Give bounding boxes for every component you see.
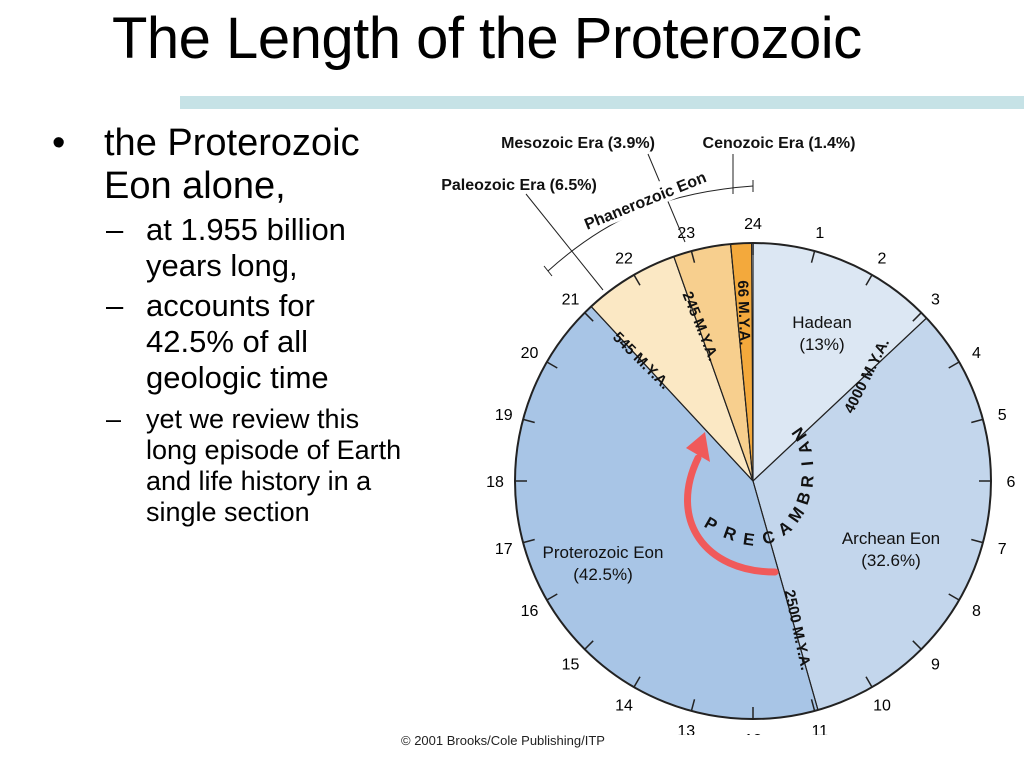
clock-tick xyxy=(633,676,641,688)
sub-bullet-text: accounts for 42.5% of all geologic time xyxy=(146,288,329,395)
dash-marker: – xyxy=(106,212,124,247)
clock-hour-label: 6 xyxy=(1007,474,1016,491)
precambrian-letter: A xyxy=(794,439,816,457)
clock-tick xyxy=(522,418,535,424)
clock-tick xyxy=(948,593,960,601)
boundary-label-66-m-y-a: 66 M.Y.A. xyxy=(734,280,753,346)
clock-tick xyxy=(690,699,696,712)
clock-hour-label: 21 xyxy=(562,292,580,309)
clock-tick xyxy=(865,274,873,286)
clock-hour-label: 20 xyxy=(521,345,539,362)
clock-hour-label: 19 xyxy=(495,407,513,424)
bullet-list: • the Proterozoic Eon alone, – at 1.955 … xyxy=(52,122,401,528)
boundary-line xyxy=(673,256,754,482)
clock-hour-label: 23 xyxy=(677,225,695,242)
clock-hour-label: 10 xyxy=(873,697,891,714)
time-arrow-head xyxy=(686,432,710,462)
clock-tick xyxy=(690,250,696,263)
boundary-line xyxy=(730,243,754,482)
precambrian-letter: R xyxy=(798,475,818,489)
sub-bullet-list: – at 1.955 billion years long, – account… xyxy=(52,212,401,528)
slice-percent-archean-eon: (32.6%) xyxy=(861,551,921,570)
clock-hour-label: 24 xyxy=(744,216,762,233)
slice-percent-proterozoic-eon: (42.5%) xyxy=(573,565,633,584)
clock-tick xyxy=(546,593,558,601)
clock-hour-label: 18 xyxy=(486,474,504,491)
clock-hour-label: 12 xyxy=(744,732,762,735)
clock-tick xyxy=(971,538,984,544)
precambrian-letter: I xyxy=(798,460,817,466)
dash-marker: – xyxy=(106,288,124,323)
dash-marker: – xyxy=(106,404,122,434)
clock-hour-label: 15 xyxy=(562,656,580,673)
precambrian-letter: B xyxy=(793,490,815,508)
era-label-paleozoic-era-6-5: Paleozoic Era (6.5%) xyxy=(441,177,597,194)
clock-hour-label: 16 xyxy=(521,603,539,620)
bullet-text: the Proterozoic Eon alone, xyxy=(104,122,360,207)
clock-tick xyxy=(584,312,594,322)
phanerozoic-label-bg xyxy=(566,158,723,240)
clock-hour-label: 13 xyxy=(677,723,695,735)
clock-tick xyxy=(810,699,816,712)
slice-label-proterozoic-eon: Proterozoic Eon xyxy=(543,543,664,562)
boundary-line xyxy=(590,306,754,482)
title-rule xyxy=(180,96,1024,109)
clock-hour-label: 11 xyxy=(811,723,828,735)
precambrian-letter: E xyxy=(742,529,756,549)
clock-tick xyxy=(633,274,641,286)
sub-bullet-item: – accounts for 42.5% of all geologic tim… xyxy=(106,288,406,396)
clock-hour-label: 8 xyxy=(972,603,981,620)
clock-hour-label: 1 xyxy=(815,225,824,242)
sub-bullet-text: yet we review this long episode of Earth… xyxy=(146,404,402,527)
clock-tick xyxy=(948,361,960,369)
slice-label-archean-eon: Archean Eon xyxy=(842,529,940,548)
era-label-cenozoic-era-1-4: Cenozoic Era (1.4%) xyxy=(703,135,856,152)
phanerozoic-bracket-end xyxy=(543,265,553,277)
bullet-item: • the Proterozoic Eon alone, xyxy=(52,122,392,208)
boundary-line xyxy=(752,317,927,482)
slice-label-hadean: Hadean xyxy=(792,313,852,332)
clock-hour-label: 3 xyxy=(931,292,940,309)
clock-tick xyxy=(810,250,816,263)
era-label-mesozoic-era-3-9: Mesozoic Era (3.9%) xyxy=(501,135,655,152)
precambrian-letter: C xyxy=(760,527,777,549)
slice-percent-hadean: (13%) xyxy=(799,335,844,354)
clock-hour-label: 7 xyxy=(998,541,1007,558)
slide-title: The Length of the Proterozoic xyxy=(112,6,862,71)
clock-hour-label: 22 xyxy=(615,251,633,268)
clock-tick xyxy=(865,676,873,688)
precambrian-letter: R xyxy=(721,523,739,545)
sub-bullet-item: – yet we review this long episode of Ear… xyxy=(106,404,406,528)
clock-tick xyxy=(584,640,594,650)
sub-bullet-item: – at 1.955 billion years long, xyxy=(106,212,406,284)
copyright-credit: © 2001 Brooks/Cole Publishing/ITP xyxy=(401,733,605,748)
clock-hour-label: 9 xyxy=(931,656,940,673)
clock-tick xyxy=(912,640,922,650)
geologic-time-clock-chart: 123456789101112131415161718192021222324H… xyxy=(441,135,1016,735)
clock-tick xyxy=(912,312,922,322)
clock-hour-label: 2 xyxy=(878,251,887,268)
clock-tick xyxy=(971,418,984,424)
sub-bullet-text: at 1.955 billion years long, xyxy=(146,212,346,283)
clock-hour-label: 17 xyxy=(495,541,513,558)
bullet-marker: • xyxy=(52,122,66,164)
time-arrow xyxy=(684,454,779,576)
clock-tick xyxy=(522,538,535,544)
clock-tick xyxy=(546,361,558,369)
clock-hour-label: 5 xyxy=(998,407,1007,424)
clock-hour-label: 14 xyxy=(615,697,633,714)
boundary-line xyxy=(752,480,819,711)
clock-hour-label: 4 xyxy=(972,345,981,362)
paleozoic-leader-line xyxy=(525,193,604,291)
